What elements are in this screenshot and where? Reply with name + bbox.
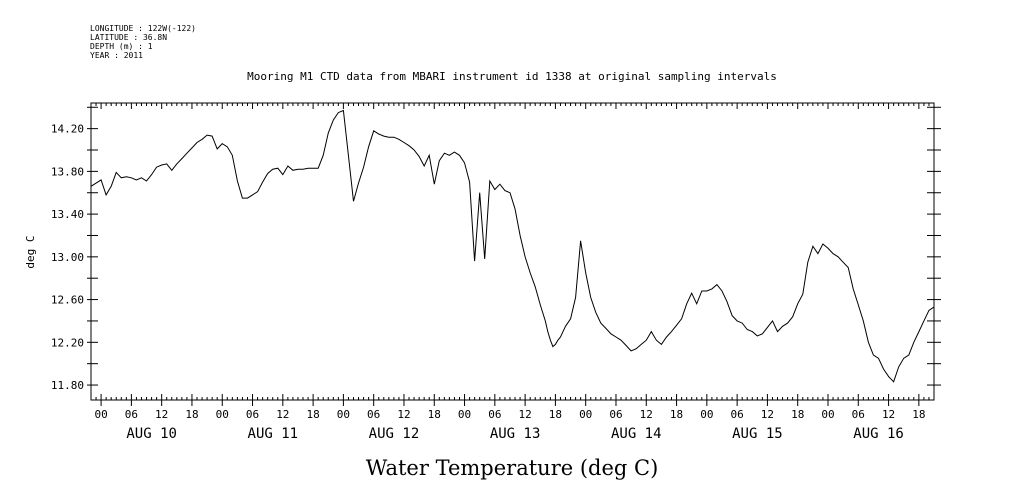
x-tick-label: 06 — [125, 408, 138, 421]
x-tick-label: 00 — [821, 408, 834, 421]
y-tick-label: 13.40 — [51, 208, 84, 221]
x-tick-label: 06 — [609, 408, 622, 421]
x-tick-label: 00 — [700, 408, 713, 421]
x-tick-label: 18 — [306, 408, 319, 421]
y-tick-label: 12.60 — [51, 294, 84, 307]
x-tick-label: 00 — [216, 408, 229, 421]
y-axis-label: deg C — [24, 235, 37, 268]
y-tick-label: 14.20 — [51, 123, 84, 136]
y-tick-label: 12.20 — [51, 336, 84, 349]
x-tick-label: 06 — [852, 408, 865, 421]
day-label: AUG 12 — [369, 426, 420, 442]
day-label: AUG 13 — [490, 426, 541, 442]
footer-title: Water Temperature (deg C) — [366, 456, 659, 480]
day-label: AUG 11 — [248, 426, 299, 442]
x-tick-label: 06 — [731, 408, 744, 421]
chart-title: Mooring M1 CTD data from MBARI instrumen… — [247, 70, 777, 83]
x-tick-label: 18 — [549, 408, 562, 421]
x-tick-label: 12 — [882, 408, 895, 421]
x-tick-label: 12 — [518, 408, 531, 421]
x-tick-label: 06 — [367, 408, 380, 421]
x-tick-label: 00 — [337, 408, 350, 421]
x-tick-label: 12 — [640, 408, 653, 421]
plot-frame — [90, 102, 935, 401]
day-label: AUG 10 — [126, 426, 177, 442]
x-tick-label: 12 — [155, 408, 168, 421]
y-tick-label: 13.80 — [51, 165, 84, 178]
y-tick-label: 13.00 — [51, 251, 84, 264]
x-tick-label: 00 — [579, 408, 592, 421]
day-label: AUG 16 — [853, 426, 904, 442]
x-tick-label: 06 — [246, 408, 259, 421]
meta-year: YEAR : 2011 — [90, 51, 143, 60]
meta-depth: DEPTH (m) : 1 — [90, 42, 153, 51]
meta-latitude: LATITUDE : 36.8N — [90, 33, 167, 42]
x-tick-label: 06 — [488, 408, 501, 421]
x-tick-label: 18 — [912, 408, 925, 421]
x-tick-label: 12 — [761, 408, 774, 421]
x-tick-label: 00 — [458, 408, 471, 421]
x-axis-tick-labels: 00 06 12 18 00 06 12 18 00 06 12 18 00 06 12 18 00 06 12 18… — [94, 408, 925, 421]
day-labels: AUG 10 AUG 11 AUG 12 AUG 13 AUG 14 AUG 15 AUG … — [126, 426, 903, 442]
x-tick-label: 00 — [94, 408, 107, 421]
x-tick-label: 12 — [397, 408, 410, 421]
x-tick-label: 18 — [670, 408, 683, 421]
x-tick-label: 18 — [791, 408, 804, 421]
y-tick-label: 11.80 — [51, 379, 84, 392]
axis-ticks — [87, 103, 941, 406]
water-temperature-line — [90, 109, 935, 383]
x-tick-label: 18 — [428, 408, 441, 421]
day-label: AUG 15 — [732, 426, 783, 442]
day-label: AUG 14 — [611, 426, 662, 442]
meta-longitude: LONGITUDE : 122W(-122) — [90, 24, 196, 33]
y-axis-tick-labels: 11.80 12.20 12.60 13.00 13.40 13.80 14.20 — [51, 123, 84, 392]
x-tick-label: 12 — [276, 408, 289, 421]
x-tick-label: 18 — [185, 408, 198, 421]
metadata-block: LONGITUDE : 122W(-122) LATITUDE : 36.8N … — [90, 24, 196, 60]
